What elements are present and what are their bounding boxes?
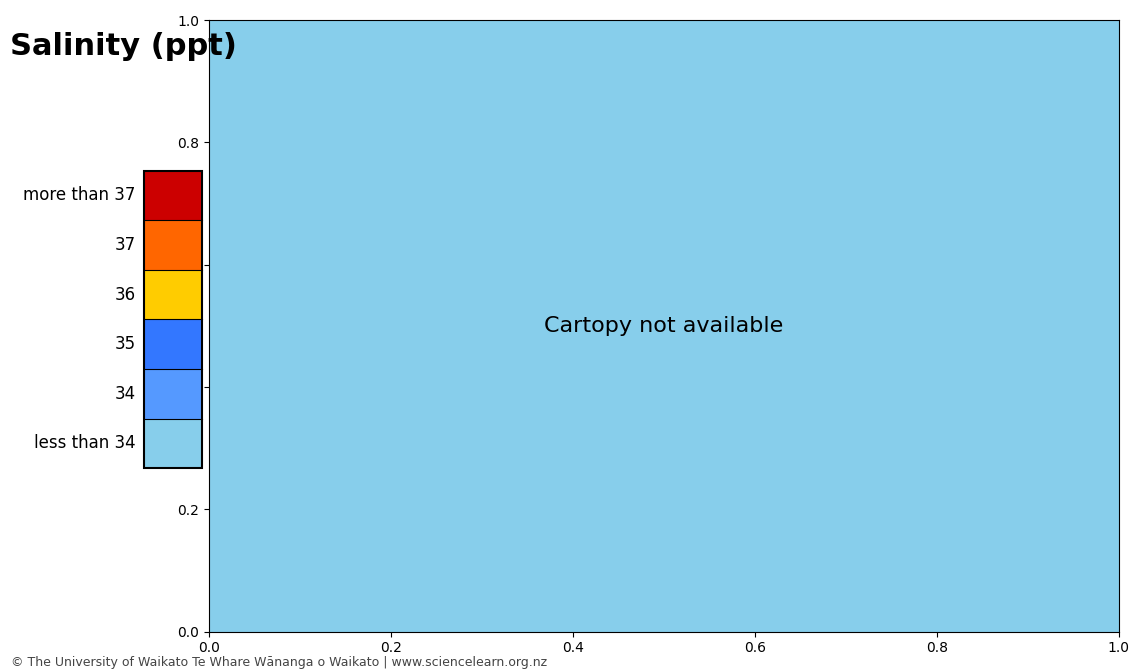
Bar bbox=[144, 270, 201, 319]
Bar bbox=[144, 319, 201, 369]
Text: 34: 34 bbox=[114, 385, 136, 403]
Text: Cartopy not available: Cartopy not available bbox=[545, 316, 783, 336]
Text: 35: 35 bbox=[114, 335, 136, 353]
Bar bbox=[144, 419, 201, 468]
Text: 37: 37 bbox=[114, 236, 136, 254]
Bar bbox=[144, 220, 201, 270]
Bar bbox=[144, 369, 201, 419]
Text: © The University of Waikato Te Whare Wānanga o Waikato | www.sciencelearn.org.nz: © The University of Waikato Te Whare Wān… bbox=[11, 656, 547, 669]
Text: Salinity (ppt): Salinity (ppt) bbox=[10, 32, 237, 60]
Bar bbox=[144, 171, 201, 468]
Text: more than 37: more than 37 bbox=[24, 187, 136, 204]
Bar bbox=[144, 171, 201, 220]
Text: less than 34: less than 34 bbox=[34, 435, 136, 452]
Text: 36: 36 bbox=[114, 286, 136, 304]
